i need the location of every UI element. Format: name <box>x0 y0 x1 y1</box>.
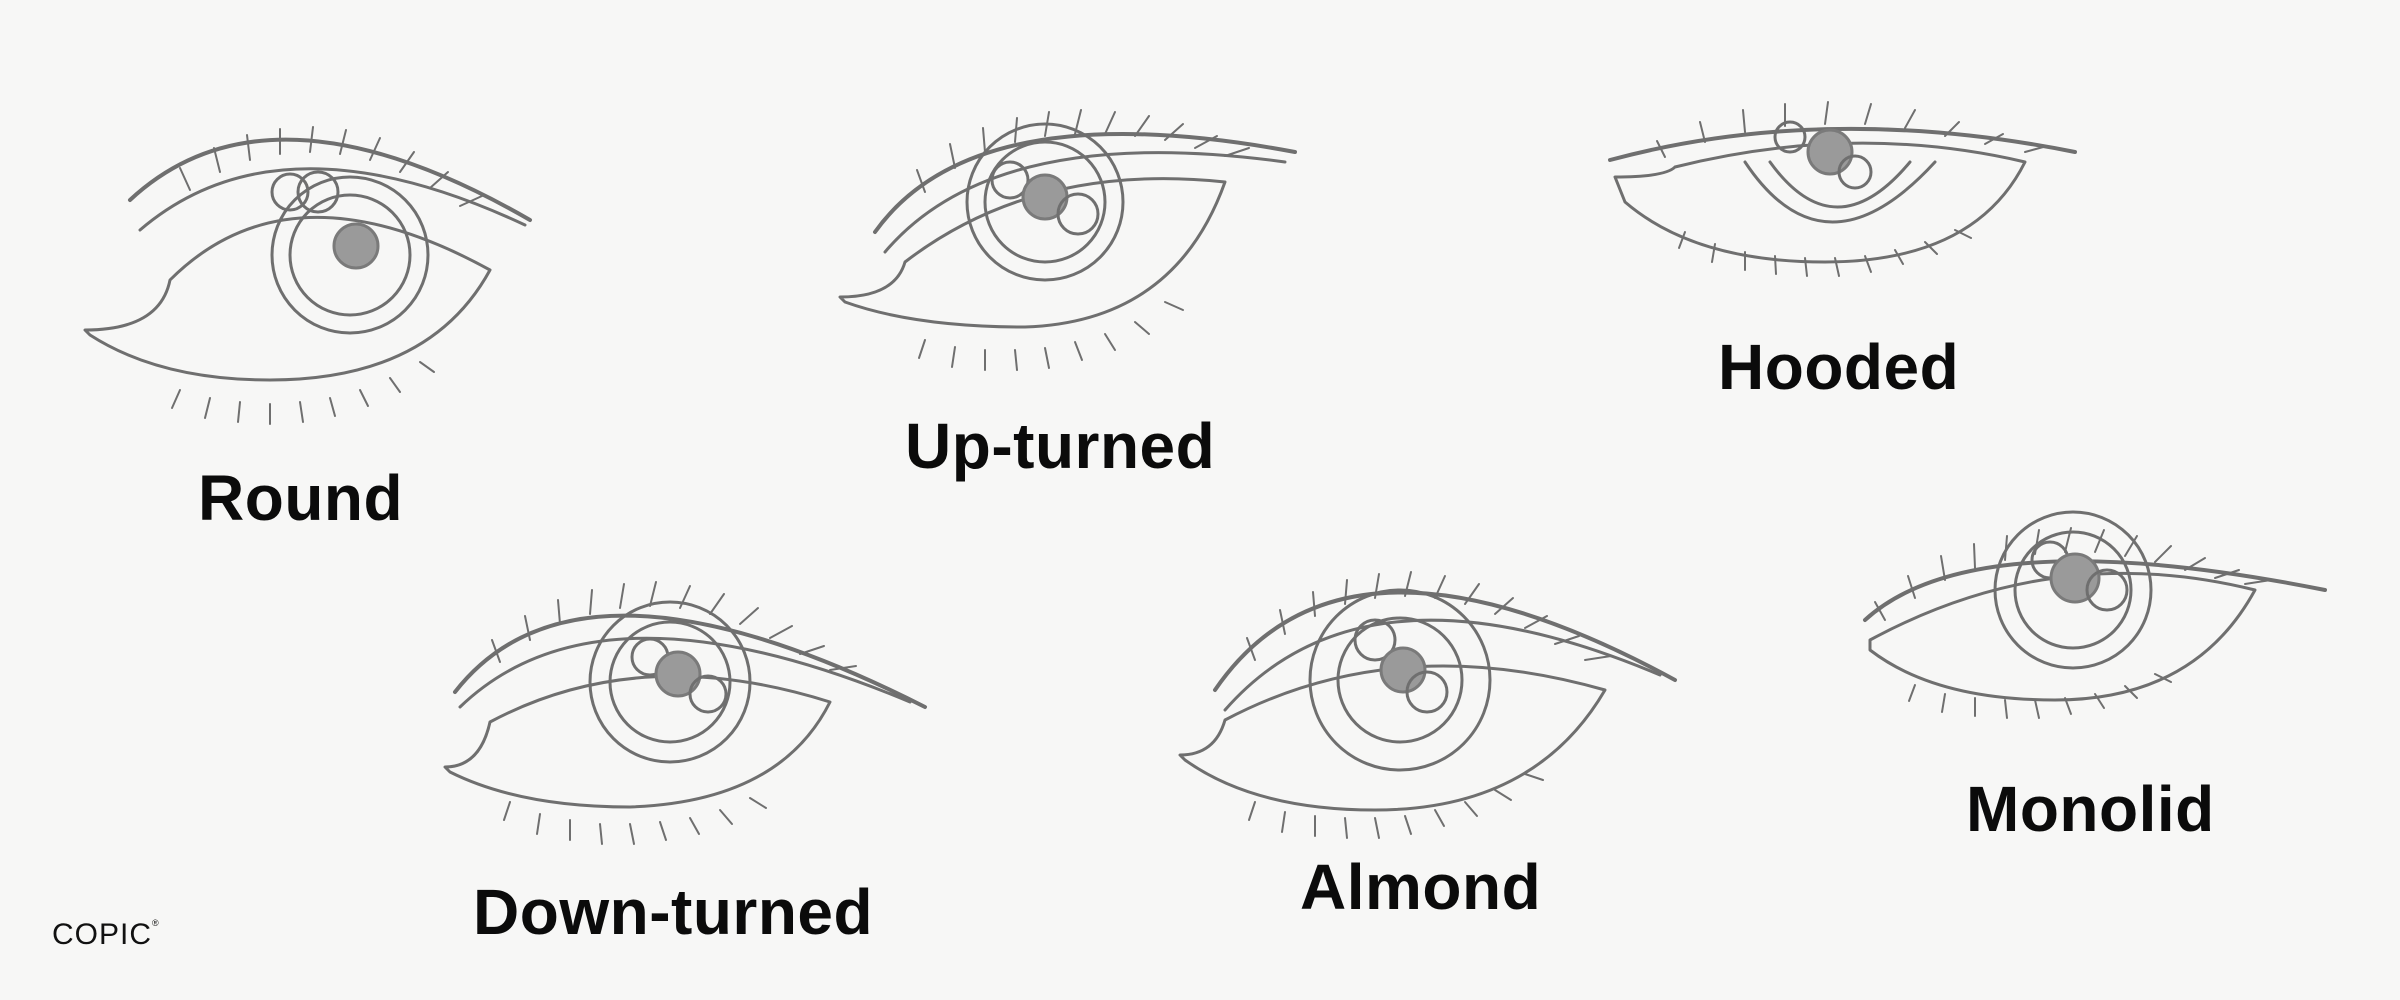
downturned-eye-sketch <box>443 581 927 845</box>
label-hooded: Hooded <box>1718 331 1960 403</box>
almond-eye-drawing <box>1175 520 1685 840</box>
round-eye-sketch <box>83 126 532 425</box>
upturned-eye-drawing <box>835 72 1305 372</box>
label-upturned: Up-turned <box>905 410 1216 482</box>
monolid-eye-sketch <box>1863 510 2327 719</box>
label-monolid: Monolid <box>1966 773 2215 845</box>
round-eye-drawing <box>70 80 550 430</box>
label-almond: Almond <box>1300 851 1542 923</box>
label-downturned: Down-turned <box>473 876 874 948</box>
almond-eye-sketch <box>1178 571 1677 839</box>
hooded-eye-drawing <box>1605 82 2085 302</box>
upturned-eye-sketch <box>838 109 1297 371</box>
hooded-eye-sketch <box>1608 101 2077 277</box>
downturned-eye-drawing <box>440 552 930 852</box>
copic-logo: COPIC® <box>52 918 160 951</box>
label-round: Round <box>198 462 404 534</box>
copic-logo-text: COPIC <box>52 918 153 951</box>
monolid-eye-drawing <box>1855 480 2335 720</box>
